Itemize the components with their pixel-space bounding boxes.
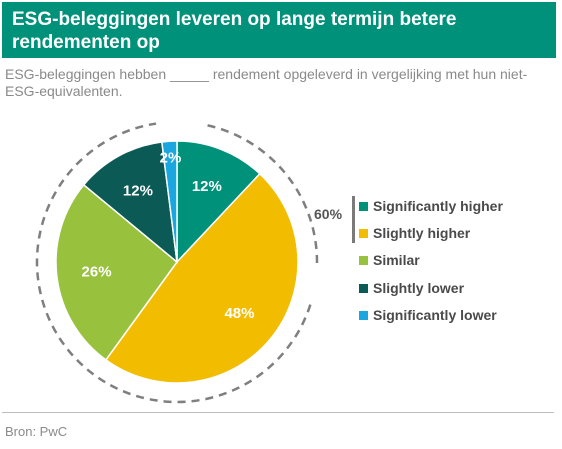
legend-label: Slightly higher — [373, 225, 471, 241]
pie-slice — [82, 141, 178, 264]
legend-label: Slightly lower — [373, 280, 465, 296]
chart-title: ESG-beleggingen leveren op lange termijn… — [2, 2, 556, 58]
legend-swatch — [359, 228, 368, 238]
slice-value-label: 26% — [82, 264, 112, 281]
source-note: Bron: PwC — [5, 424, 68, 439]
footer-divider — [2, 412, 554, 413]
legend-label: Similar — [373, 252, 420, 268]
pie-slice — [55, 183, 179, 361]
pie-slice — [160, 140, 178, 263]
legend-item: Similar — [359, 250, 420, 270]
pie-slice — [104, 172, 299, 384]
legend-swatch — [359, 255, 368, 265]
legend-label: Significantly higher — [373, 198, 503, 214]
legend-label: Significantly lower — [373, 307, 497, 323]
chart-subtitle: ESG-beleggingen hebben _____ rendement o… — [5, 66, 528, 99]
slice-value-label: 12% — [123, 182, 153, 199]
legend-item: Significantly higher — [359, 196, 503, 216]
sum-bracket — [352, 196, 355, 243]
sum-arc — [35, 122, 319, 404]
slice-value-label: 48% — [224, 305, 254, 322]
slice-value-label: 2% — [160, 150, 182, 167]
legend-item: Slightly higher — [359, 223, 470, 243]
legend-swatch — [359, 310, 368, 320]
legend-swatch — [359, 283, 368, 293]
legend-item: Significantly lower — [359, 305, 497, 325]
slice-value-label: 12% — [192, 178, 222, 195]
pie-slice — [176, 140, 261, 264]
sum-annotation: 60% — [314, 206, 343, 222]
legend-item: Slightly lower — [359, 278, 464, 298]
legend-swatch — [359, 201, 368, 211]
